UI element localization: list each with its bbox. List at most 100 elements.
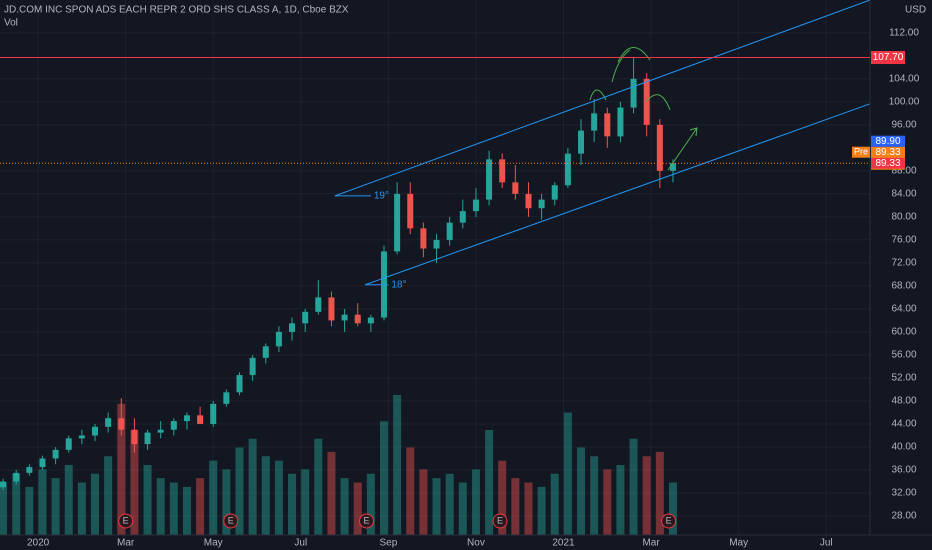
candle-body bbox=[669, 163, 676, 171]
volume-bar bbox=[655, 451, 664, 535]
volume-bar bbox=[432, 478, 441, 535]
candle-body bbox=[210, 403, 217, 424]
x-tick-label: Jul bbox=[294, 538, 307, 549]
candle-body bbox=[538, 199, 545, 209]
candle-body bbox=[26, 467, 33, 473]
volume-bar bbox=[603, 469, 612, 535]
x-tick-label: May bbox=[204, 538, 223, 549]
volume-bar bbox=[458, 482, 467, 535]
volume-bar bbox=[222, 469, 231, 535]
axes bbox=[0, 0, 932, 536]
volume-bar bbox=[563, 412, 572, 535]
x-tick-label: Mar bbox=[642, 538, 660, 549]
candle-body bbox=[578, 130, 585, 154]
candle-body bbox=[13, 472, 20, 482]
price-badge-label: 107.70 bbox=[873, 52, 904, 63]
price-badge bbox=[871, 146, 905, 158]
volume-bar bbox=[642, 456, 651, 535]
volume-bar bbox=[196, 478, 205, 535]
volume-bar bbox=[0, 482, 8, 535]
volume-bar bbox=[274, 460, 283, 535]
earnings-label: E bbox=[123, 515, 129, 525]
earnings-marker bbox=[118, 513, 134, 529]
x-tick-label: 2020 bbox=[27, 538, 50, 549]
angle-label: 19° bbox=[374, 191, 389, 202]
volume-bar bbox=[327, 451, 336, 535]
candle-body bbox=[656, 124, 663, 171]
candle-body bbox=[302, 311, 309, 324]
candle-body bbox=[144, 432, 151, 445]
candle-body bbox=[591, 113, 598, 131]
y-tick-label: 32.00 bbox=[891, 488, 916, 499]
candle-body bbox=[354, 314, 361, 324]
candle-body bbox=[551, 185, 558, 200]
candle-body bbox=[367, 317, 374, 324]
candle-body bbox=[183, 415, 190, 422]
volume-bar bbox=[590, 456, 599, 535]
y-tick-label: 96.00 bbox=[891, 119, 916, 130]
volume-bar bbox=[156, 478, 165, 535]
price-badge-label: 89.90 bbox=[875, 136, 900, 147]
volume-bar bbox=[25, 486, 34, 535]
earnings-marker bbox=[358, 513, 374, 529]
volume-bar bbox=[38, 469, 47, 535]
volume-bar bbox=[51, 478, 60, 535]
candle-body bbox=[630, 78, 637, 108]
y-tick-label: 76.00 bbox=[891, 235, 916, 246]
volume-bar bbox=[64, 465, 73, 535]
candle-body bbox=[315, 297, 322, 312]
candle-body bbox=[170, 421, 177, 430]
x-tick-label: Sep bbox=[379, 538, 397, 549]
price-badge bbox=[871, 157, 905, 169]
candle-body bbox=[236, 375, 243, 393]
volume-bar bbox=[393, 395, 402, 535]
volume-bar bbox=[524, 482, 533, 535]
y-tick-label: 48.00 bbox=[891, 396, 916, 407]
candle-body bbox=[604, 113, 611, 137]
volume-bar bbox=[169, 482, 178, 535]
volume-bar bbox=[130, 430, 139, 535]
angle-label: 18° bbox=[391, 279, 406, 290]
candle-body bbox=[617, 107, 624, 137]
volume-bar bbox=[209, 460, 218, 535]
y-tick-label: 68.00 bbox=[891, 281, 916, 292]
volume-bar bbox=[353, 482, 362, 535]
candles bbox=[0, 57, 676, 491]
volume-bar bbox=[379, 421, 388, 535]
chart-title: JD.COM INC SPON ADS EACH REPR 2 ORD SHS … bbox=[4, 5, 349, 16]
earnings-marker bbox=[492, 513, 508, 529]
volume-bar bbox=[616, 465, 625, 535]
volume-bar bbox=[143, 465, 152, 535]
candle-body bbox=[131, 429, 138, 445]
earnings-marker bbox=[223, 513, 239, 529]
price-badge bbox=[871, 135, 905, 147]
currency: USD bbox=[905, 5, 926, 16]
earnings-label: E bbox=[497, 515, 503, 525]
candle-body bbox=[459, 211, 466, 223]
pre-tag bbox=[852, 146, 870, 158]
volume-pane bbox=[0, 395, 677, 535]
y-tick-label: 104.00 bbox=[889, 73, 920, 84]
volume-bar bbox=[537, 486, 546, 535]
candle-body bbox=[512, 182, 519, 194]
earnings-label: E bbox=[363, 515, 369, 525]
earnings-marker bbox=[661, 513, 677, 529]
volume-bar bbox=[550, 473, 559, 535]
y-tick-label: 112.00 bbox=[889, 27, 919, 38]
volume-bar bbox=[12, 473, 21, 535]
volume-bar bbox=[406, 447, 415, 535]
candle-body bbox=[407, 193, 414, 229]
candle-body bbox=[39, 458, 46, 468]
price-badge-label: 89.33 bbox=[875, 158, 900, 169]
candle-body bbox=[157, 429, 164, 433]
volume-bar bbox=[577, 447, 586, 535]
pre-tag-label: Pre bbox=[854, 147, 868, 157]
candle-body bbox=[0, 481, 7, 488]
volume-bar bbox=[498, 460, 507, 535]
volume-bar bbox=[445, 473, 454, 535]
candle-body bbox=[499, 159, 506, 183]
volume-bar bbox=[182, 486, 191, 535]
volume-bar bbox=[77, 482, 86, 535]
